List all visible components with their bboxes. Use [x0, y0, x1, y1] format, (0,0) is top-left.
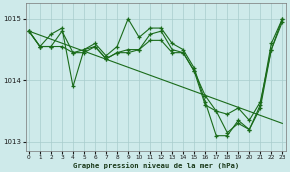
- X-axis label: Graphe pression niveau de la mer (hPa): Graphe pression niveau de la mer (hPa): [72, 162, 239, 169]
